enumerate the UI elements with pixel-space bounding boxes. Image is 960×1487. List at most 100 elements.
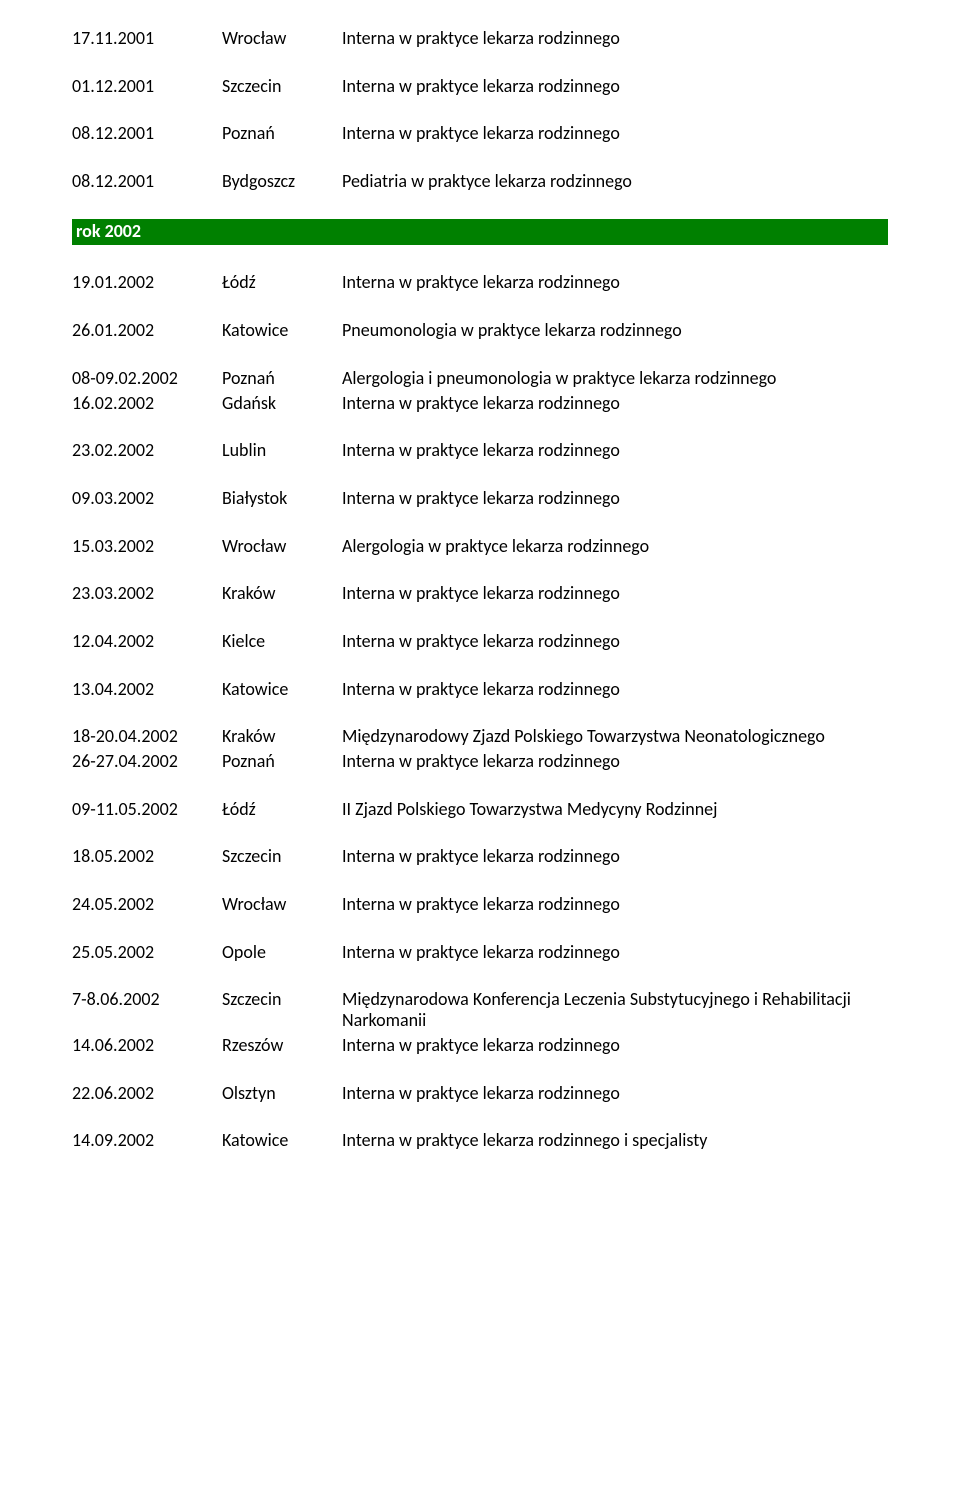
cell-description: Interna w praktyce lekarza rodzinnego xyxy=(342,679,888,700)
table-row: 15.03.2002WrocławAlergologia w praktyce … xyxy=(72,536,888,557)
cell-date: 18-20.04.2002 xyxy=(72,726,222,747)
cell-date: 15.03.2002 xyxy=(72,536,222,557)
cell-date: 13.04.2002 xyxy=(72,679,222,700)
rows-bottom: 19.01.2002ŁódźInterna w praktyce lekarza… xyxy=(72,272,888,1150)
cell-description: Interna w praktyce lekarza rodzinnego xyxy=(342,28,888,49)
cell-city: Katowice xyxy=(222,1130,342,1151)
cell-city: Kielce xyxy=(222,631,342,652)
cell-description: Interna w praktyce lekarza rodzinnego xyxy=(342,76,888,97)
cell-description: Międzynarodowa Konferencja Leczenia Subs… xyxy=(342,989,888,1030)
cell-description: Międzynarodowy Zjazd Polskiego Towarzyst… xyxy=(342,726,888,747)
cell-city: Łódź xyxy=(222,272,342,293)
cell-date: 08.12.2001 xyxy=(72,123,222,144)
cell-description: Pneumonologia w praktyce lekarza rodzinn… xyxy=(342,320,888,341)
table-row: 08-09.02.2002PoznańAlergologia i pneumon… xyxy=(72,368,888,389)
cell-description: Interna w praktyce lekarza rodzinnego xyxy=(342,751,888,772)
table-row: 14.09.2002KatowiceInterna w praktyce lek… xyxy=(72,1130,888,1151)
table-row: 23.03.2002KrakówInterna w praktyce lekar… xyxy=(72,583,888,604)
cell-date: 17.11.2001 xyxy=(72,28,222,49)
cell-description: Interna w praktyce lekarza rodzinnego i … xyxy=(342,1130,888,1151)
cell-description: Interna w praktyce lekarza rodzinnego xyxy=(342,1035,888,1056)
table-row: 18.05.2002SzczecinInterna w praktyce lek… xyxy=(72,846,888,867)
cell-date: 19.01.2002 xyxy=(72,272,222,293)
cell-description: Interna w praktyce lekarza rodzinnego xyxy=(342,123,888,144)
page: 17.11.2001WrocławInterna w praktyce leka… xyxy=(0,0,960,1218)
table-row: 18-20.04.2002KrakówMiędzynarodowy Zjazd … xyxy=(72,726,888,747)
cell-description: Interna w praktyce lekarza rodzinnego xyxy=(342,894,888,915)
cell-date: 23.03.2002 xyxy=(72,583,222,604)
cell-city: Kraków xyxy=(222,726,342,747)
table-row: 08.12.2001BydgoszczPediatria w praktyce … xyxy=(72,171,888,192)
cell-description: Alergologia w praktyce lekarza rodzinneg… xyxy=(342,536,888,557)
cell-city: Szczecin xyxy=(222,76,342,97)
cell-date: 26-27.04.2002 xyxy=(72,751,222,772)
table-row: 13.04.2002KatowiceInterna w praktyce lek… xyxy=(72,679,888,700)
year-header: rok 2002 xyxy=(72,219,888,246)
cell-date: 18.05.2002 xyxy=(72,846,222,867)
cell-city: Białystok xyxy=(222,488,342,509)
table-row: 08.12.2001PoznańInterna w praktyce lekar… xyxy=(72,123,888,144)
cell-date: 01.12.2001 xyxy=(72,76,222,97)
cell-date: 24.05.2002 xyxy=(72,894,222,915)
table-row: 14.06.2002RzeszówInterna w praktyce leka… xyxy=(72,1035,888,1056)
table-row: 12.04.2002KielceInterna w praktyce lekar… xyxy=(72,631,888,652)
cell-date: 08.12.2001 xyxy=(72,171,222,192)
cell-date: 23.02.2002 xyxy=(72,440,222,461)
cell-date: 09-11.05.2002 xyxy=(72,799,222,820)
cell-description: Interna w praktyce lekarza rodzinnego xyxy=(342,1083,888,1104)
cell-description: Interna w praktyce lekarza rodzinnego xyxy=(342,393,888,414)
table-row: 22.06.2002OlsztynInterna w praktyce leka… xyxy=(72,1083,888,1104)
table-row: 09-11.05.2002ŁódźII Zjazd Polskiego Towa… xyxy=(72,799,888,820)
table-row: 26.01.2002KatowicePneumonologia w prakty… xyxy=(72,320,888,341)
cell-date: 09.03.2002 xyxy=(72,488,222,509)
cell-city: Poznań xyxy=(222,123,342,144)
cell-date: 08-09.02.2002 xyxy=(72,368,222,389)
cell-date: 12.04.2002 xyxy=(72,631,222,652)
cell-date: 25.05.2002 xyxy=(72,942,222,963)
cell-date: 16.02.2002 xyxy=(72,393,222,414)
cell-description: Interna w praktyce lekarza rodzinnego xyxy=(342,846,888,867)
cell-city: Katowice xyxy=(222,320,342,341)
cell-city: Kraków xyxy=(222,583,342,604)
cell-city: Katowice xyxy=(222,679,342,700)
cell-city: Poznań xyxy=(222,368,342,389)
cell-description: Interna w praktyce lekarza rodzinnego xyxy=(342,942,888,963)
cell-city: Lublin xyxy=(222,440,342,461)
cell-date: 26.01.2002 xyxy=(72,320,222,341)
table-row: 01.12.2001SzczecinInterna w praktyce lek… xyxy=(72,76,888,97)
cell-description: Interna w praktyce lekarza rodzinnego xyxy=(342,488,888,509)
table-row: 19.01.2002ŁódźInterna w praktyce lekarza… xyxy=(72,272,888,293)
cell-description: Interna w praktyce lekarza rodzinnego xyxy=(342,583,888,604)
cell-date: 14.06.2002 xyxy=(72,1035,222,1056)
cell-city: Rzeszów xyxy=(222,1035,342,1056)
cell-city: Bydgoszcz xyxy=(222,171,342,192)
cell-description: Interna w praktyce lekarza rodzinnego xyxy=(342,631,888,652)
table-row: 26-27.04.2002PoznańInterna w praktyce le… xyxy=(72,751,888,772)
table-row: 24.05.2002WrocławInterna w praktyce leka… xyxy=(72,894,888,915)
cell-date: 22.06.2002 xyxy=(72,1083,222,1104)
cell-description: Interna w praktyce lekarza rodzinnego xyxy=(342,440,888,461)
table-row: 7-8.06.2002SzczecinMiędzynarodowa Konfer… xyxy=(72,989,888,1030)
cell-city: Wrocław xyxy=(222,536,342,557)
cell-city: Szczecin xyxy=(222,989,342,1010)
cell-city: Szczecin xyxy=(222,846,342,867)
cell-city: Olsztyn xyxy=(222,1083,342,1104)
table-row: 23.02.2002LublinInterna w praktyce lekar… xyxy=(72,440,888,461)
table-row: 16.02.2002GdańskInterna w praktyce lekar… xyxy=(72,393,888,414)
cell-city: Poznań xyxy=(222,751,342,772)
cell-description: Interna w praktyce lekarza rodzinnego xyxy=(342,272,888,293)
table-row: 17.11.2001WrocławInterna w praktyce leka… xyxy=(72,28,888,49)
cell-description: II Zjazd Polskiego Towarzystwa Medycyny … xyxy=(342,799,888,820)
cell-city: Łódź xyxy=(222,799,342,820)
cell-city: Gdańsk xyxy=(222,393,342,414)
cell-date: 14.09.2002 xyxy=(72,1130,222,1151)
cell-city: Opole xyxy=(222,942,342,963)
cell-description: Pediatria w praktyce lekarza rodzinnego xyxy=(342,171,888,192)
cell-description: Alergologia i pneumonologia w praktyce l… xyxy=(342,368,888,389)
cell-city: Wrocław xyxy=(222,894,342,915)
cell-date: 7-8.06.2002 xyxy=(72,989,222,1010)
rows-top: 17.11.2001WrocławInterna w praktyce leka… xyxy=(72,28,888,192)
table-row: 09.03.2002BiałystokInterna w praktyce le… xyxy=(72,488,888,509)
cell-city: Wrocław xyxy=(222,28,342,49)
table-row: 25.05.2002OpoleInterna w praktyce lekarz… xyxy=(72,942,888,963)
